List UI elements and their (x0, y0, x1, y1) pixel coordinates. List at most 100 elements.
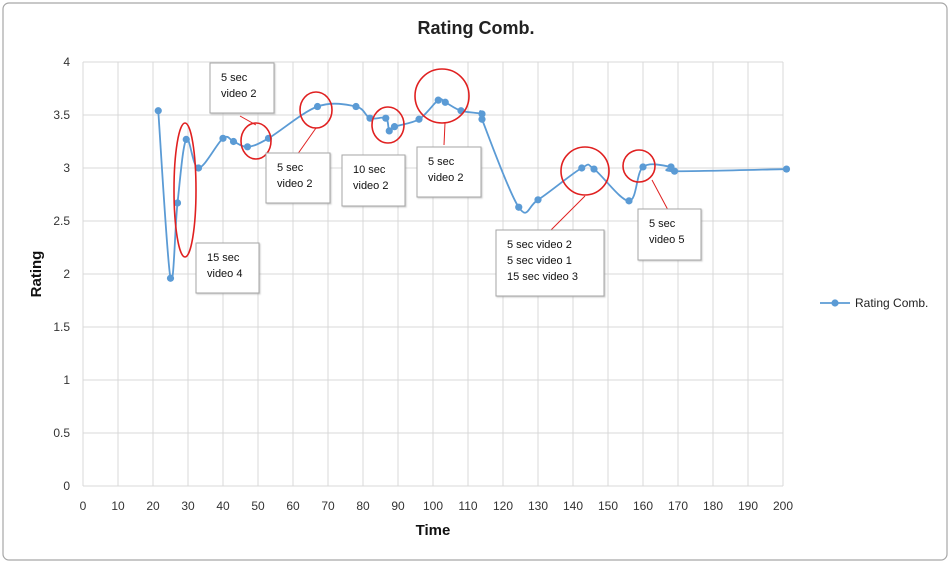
x-tick-label: 150 (598, 499, 618, 513)
annotation-box (637, 208, 702, 261)
annotation-text: 5 sec (428, 156, 455, 168)
x-tick-label: 190 (738, 499, 758, 513)
annotation-box (416, 146, 482, 198)
data-point (782, 165, 791, 173)
annotation-connector (239, 115, 257, 126)
highlight-circle (560, 146, 610, 196)
legend: Rating Comb. (820, 296, 928, 310)
x-tick-label: 0 (80, 499, 87, 513)
data-point (625, 197, 633, 205)
y-tick-label: 4 (63, 55, 70, 69)
annotation-connector (549, 195, 586, 232)
data-point (243, 143, 252, 151)
data-point (194, 164, 203, 172)
data-point (534, 196, 542, 204)
y-tick-label: 3 (63, 161, 70, 175)
highlight-circle (173, 122, 197, 258)
highlight-circle (299, 91, 333, 129)
x-tick-label: 60 (286, 499, 300, 513)
annotations-layer: 5 sec video 2 15 sec video 4 5 sec video 2 10 … (173, 62, 702, 297)
annotation-text: video 2 (428, 172, 463, 184)
annotation-box (495, 229, 605, 297)
highlight-circle (240, 122, 272, 160)
x-tick-label: 170 (668, 499, 688, 513)
annotation-text: video 2 (221, 88, 256, 100)
x-tick-label: 20 (146, 499, 160, 513)
legend-label: Rating Comb. (855, 296, 928, 310)
annotation-text: 5 sec video 1 (507, 255, 572, 267)
x-tick-label: 200 (773, 499, 793, 513)
highlight-circle (371, 106, 405, 144)
chart-title: Rating Comb. (417, 18, 535, 38)
y-tick-label: 1.5 (53, 320, 70, 334)
data-point (390, 123, 399, 131)
data-point (219, 134, 227, 142)
data-point (478, 115, 486, 123)
data-point (166, 274, 175, 282)
data-point (415, 115, 423, 123)
annotation-text: 5 sec video 2 (507, 239, 572, 251)
y-tick-label: 1 (63, 373, 70, 387)
y-axis-title: Rating (28, 251, 45, 298)
annotation-text: 15 sec (207, 252, 240, 264)
x-tick-label: 100 (423, 499, 443, 513)
annotation-connector (296, 127, 317, 156)
x-tick-label: 180 (703, 499, 723, 513)
annotation-box (265, 152, 331, 204)
annotation-text: 5 sec (649, 218, 676, 230)
x-tick-label: 110 (458, 499, 477, 513)
x-tick-label: 90 (391, 499, 405, 513)
annotation-text: 5 sec (277, 162, 304, 174)
data-point (385, 127, 393, 135)
y-tick-label: 0.5 (53, 426, 70, 440)
data-point (182, 135, 190, 143)
x-tick-label: 50 (251, 499, 265, 513)
data-point (382, 114, 390, 122)
data-point (478, 110, 486, 118)
annotation-box (209, 62, 275, 114)
annotation-text: video 5 (649, 234, 684, 246)
highlight-circle (414, 68, 470, 124)
data-point (313, 102, 322, 111)
x-tick-label: 80 (356, 499, 370, 513)
y-tick-label: 2.5 (53, 214, 70, 228)
axes: 0 10 20 30 40 50 60 70 80 90 100 110 120 130 140 150 160… (28, 55, 793, 539)
data-point (173, 199, 182, 207)
x-tick-label: 70 (321, 499, 335, 513)
annotation-box (341, 154, 406, 207)
y-tick-label: 0 (63, 479, 70, 493)
y-tick-label: 3.5 (53, 108, 70, 122)
data-point (639, 163, 647, 171)
data-point (154, 107, 162, 115)
x-tick-label: 40 (216, 499, 230, 513)
annotation-text: 15 sec video 3 (507, 271, 578, 283)
x-tick-label: 10 (111, 499, 125, 513)
data-point (352, 102, 360, 111)
highlight-circle (622, 149, 656, 183)
x-tick-label: 130 (528, 499, 548, 513)
x-tick-label: 30 (181, 499, 195, 513)
data-point (578, 164, 586, 172)
annotation-text: video 2 (277, 178, 312, 190)
annotation-box (195, 242, 260, 294)
x-tick-label: 140 (563, 499, 583, 513)
data-point (670, 167, 679, 175)
annotation-connector (651, 179, 669, 211)
annotation-connector (443, 122, 446, 146)
data-point (434, 96, 442, 104)
data-point (515, 203, 523, 211)
annotation-text: video 2 (353, 180, 388, 192)
chart-border (2, 2, 948, 561)
legend-marker (831, 299, 839, 307)
x-axis-title: Time (416, 522, 451, 539)
data-point (229, 137, 238, 146)
data-point (590, 165, 598, 173)
annotation-text: video 4 (207, 268, 242, 280)
x-tick-label: 160 (633, 499, 653, 513)
annotation-text: 10 sec (353, 164, 386, 176)
y-tick-label: 2 (63, 267, 70, 281)
annotation-text: 5 sec (221, 72, 248, 84)
x-tick-label: 120 (493, 499, 513, 513)
